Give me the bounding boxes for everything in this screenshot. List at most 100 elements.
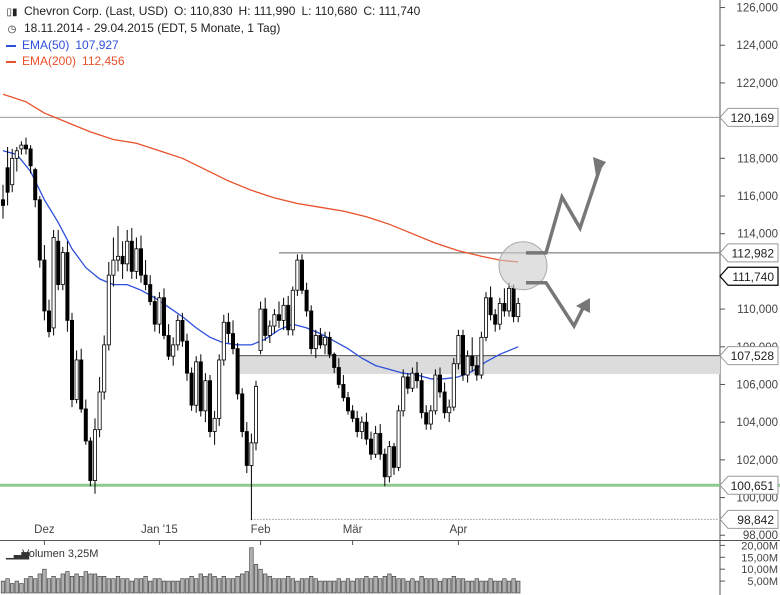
candle[interactable] xyxy=(350,405,355,423)
candle[interactable] xyxy=(336,358,341,389)
candle[interactable] xyxy=(419,373,424,419)
candle[interactable] xyxy=(451,358,456,411)
candle[interactable] xyxy=(497,297,502,330)
candle[interactable] xyxy=(125,229,130,272)
candle[interactable] xyxy=(272,309,277,334)
candle[interactable] xyxy=(221,314,226,366)
candle[interactable] xyxy=(33,167,38,208)
candle[interactable] xyxy=(456,329,461,370)
candle[interactable] xyxy=(226,312,231,343)
candlestick-icon[interactable]: ▯▮ xyxy=(6,7,18,18)
candle[interactable] xyxy=(391,442,396,475)
candle[interactable] xyxy=(143,260,148,291)
candle[interactable] xyxy=(28,145,33,174)
candle[interactable] xyxy=(116,226,121,272)
candle[interactable] xyxy=(134,237,139,279)
candle[interactable] xyxy=(373,425,378,458)
candle[interactable] xyxy=(479,331,484,379)
candle[interactable] xyxy=(281,297,286,330)
candle[interactable] xyxy=(364,412,369,445)
candle[interactable] xyxy=(198,354,203,417)
candle[interactable] xyxy=(488,286,493,321)
candle[interactable] xyxy=(152,295,157,332)
candle[interactable] xyxy=(106,261,111,351)
candle[interactable] xyxy=(5,147,10,206)
candle[interactable] xyxy=(263,297,268,342)
candle[interactable] xyxy=(194,356,199,413)
candle[interactable] xyxy=(258,301,263,355)
candle[interactable] xyxy=(23,137,28,155)
legend-ema50[interactable]: EMA(50) 107,927 xyxy=(6,38,125,52)
candle[interactable] xyxy=(483,292,488,342)
candle[interactable] xyxy=(442,382,447,419)
candle[interactable] xyxy=(189,367,194,411)
candle[interactable] xyxy=(37,196,42,268)
candle[interactable] xyxy=(180,312,185,347)
candle[interactable] xyxy=(203,373,208,423)
candle[interactable] xyxy=(79,348,84,413)
candle[interactable] xyxy=(368,431,373,460)
candle[interactable] xyxy=(230,320,235,355)
candle[interactable] xyxy=(157,292,162,334)
candle[interactable] xyxy=(56,229,61,291)
candle[interactable] xyxy=(74,350,79,404)
candle[interactable] xyxy=(414,361,419,389)
candle[interactable] xyxy=(355,410,360,438)
candle[interactable] xyxy=(161,288,166,340)
candle[interactable] xyxy=(460,329,465,381)
candle[interactable] xyxy=(332,352,337,374)
candle[interactable] xyxy=(474,356,479,381)
legend-ema200[interactable]: EMA(200) 112,456 xyxy=(6,54,131,68)
candle[interactable] xyxy=(184,333,189,381)
candle[interactable] xyxy=(299,254,304,294)
candle[interactable] xyxy=(410,367,415,393)
candle[interactable] xyxy=(14,147,19,172)
candle[interactable] xyxy=(396,405,401,472)
candle[interactable] xyxy=(286,295,291,336)
candle[interactable] xyxy=(313,329,318,359)
candle[interactable] xyxy=(309,305,314,355)
candle[interactable] xyxy=(65,241,70,332)
candle[interactable] xyxy=(19,141,24,155)
candle[interactable] xyxy=(341,375,346,402)
candle[interactable] xyxy=(138,235,143,283)
candle[interactable] xyxy=(506,282,511,317)
candle[interactable] xyxy=(405,373,410,394)
candle[interactable] xyxy=(318,327,323,349)
candle[interactable] xyxy=(327,331,332,359)
candle[interactable] xyxy=(97,376,102,438)
candle[interactable] xyxy=(493,309,498,332)
candle[interactable] xyxy=(42,245,47,321)
candle[interactable] xyxy=(111,237,116,287)
candle[interactable] xyxy=(511,284,516,323)
candle[interactable] xyxy=(47,299,52,338)
candle[interactable] xyxy=(428,405,433,430)
candle[interactable] xyxy=(240,388,245,438)
candle[interactable] xyxy=(382,448,387,487)
candle[interactable] xyxy=(516,297,521,323)
candle[interactable] xyxy=(207,375,212,438)
candle[interactable] xyxy=(120,241,125,279)
candle[interactable] xyxy=(235,343,240,400)
candle[interactable] xyxy=(322,331,327,355)
candle[interactable] xyxy=(267,320,272,343)
candle[interactable] xyxy=(60,246,65,291)
candle[interactable] xyxy=(465,350,470,383)
candle[interactable] xyxy=(212,410,217,445)
candle[interactable] xyxy=(129,228,134,279)
candle[interactable] xyxy=(378,424,383,460)
candle[interactable] xyxy=(51,229,56,336)
candle[interactable] xyxy=(424,405,429,430)
candle[interactable] xyxy=(295,254,300,296)
candle[interactable] xyxy=(304,282,309,317)
candle[interactable] xyxy=(217,354,222,426)
candle[interactable] xyxy=(0,184,6,219)
candle[interactable] xyxy=(470,337,475,372)
candle[interactable] xyxy=(244,422,249,474)
candle[interactable] xyxy=(102,335,107,400)
candle[interactable] xyxy=(437,367,442,398)
candle[interactable] xyxy=(148,275,153,306)
candle[interactable] xyxy=(175,314,180,351)
candle[interactable] xyxy=(276,301,281,328)
candle[interactable] xyxy=(93,418,98,494)
